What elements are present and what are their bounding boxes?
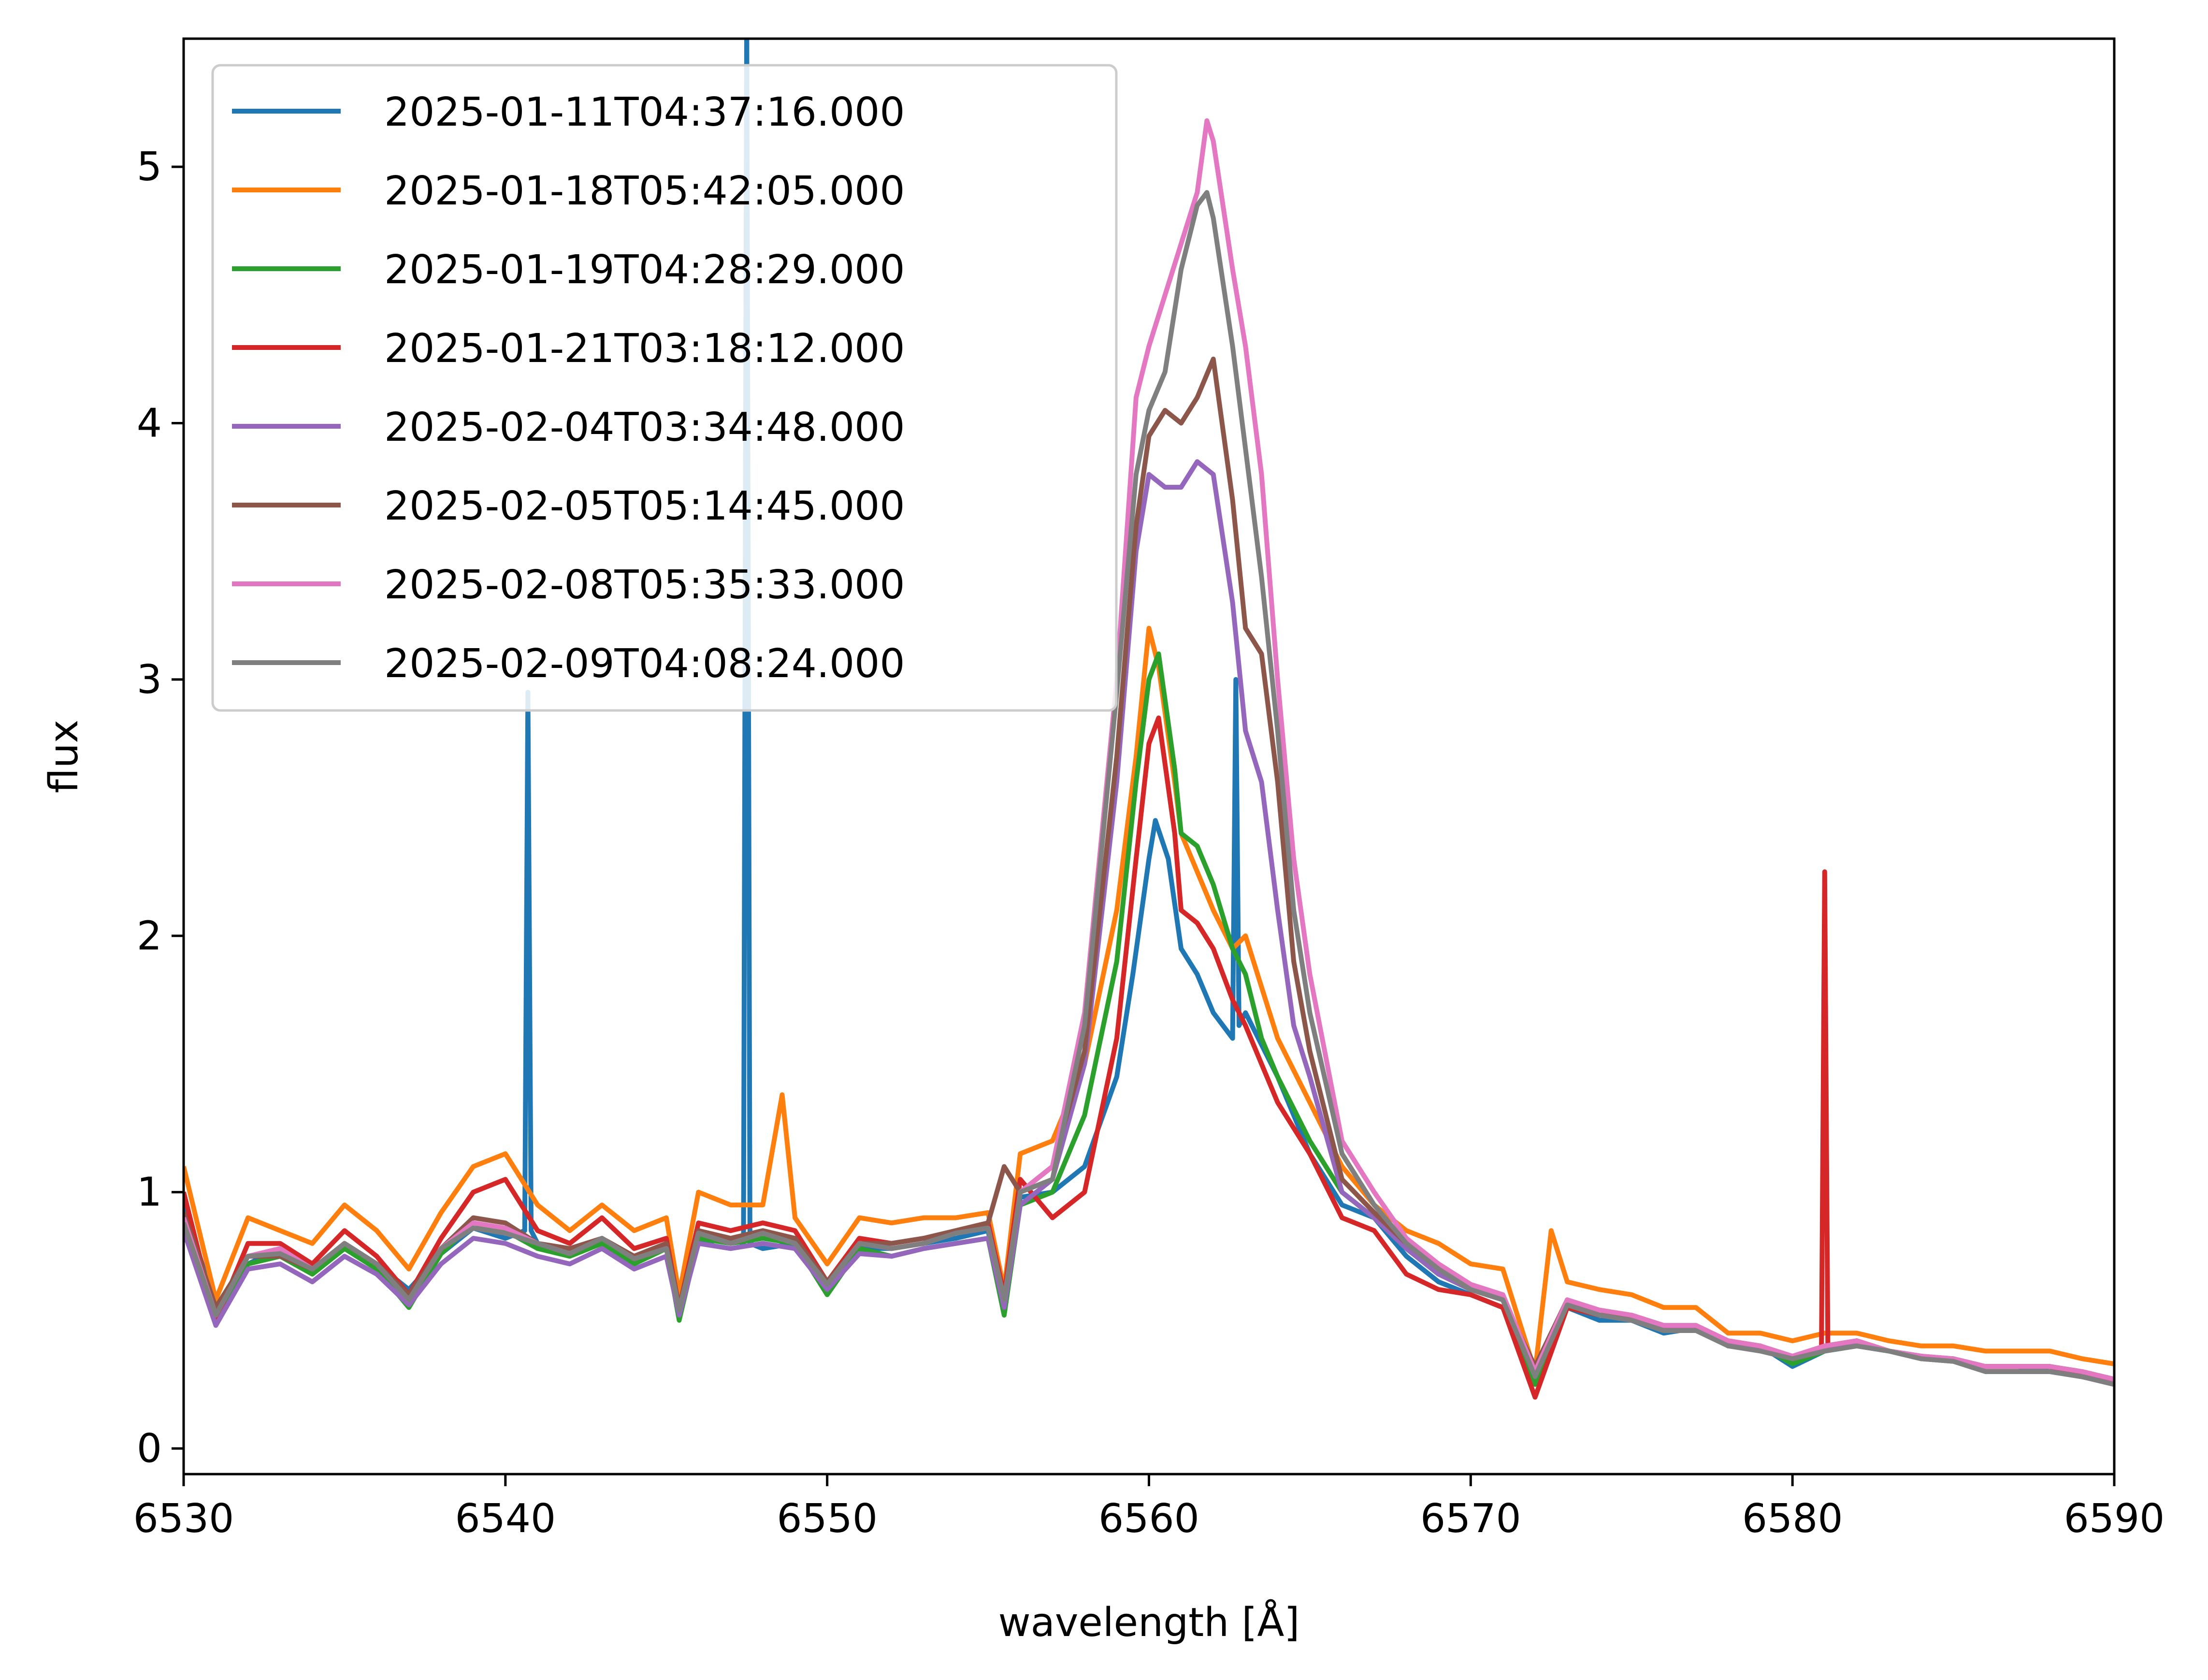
legend-item: 2025-01-18T05:42:05.000 xyxy=(232,168,905,214)
legend: 2025-01-11T04:37:16.000 2025-01-18T05:42:… xyxy=(211,64,1118,712)
x-tick-label: 6570 xyxy=(1420,1496,1521,1542)
y-tick-label: 3 xyxy=(137,657,162,703)
legend-item: 2025-02-04T03:34:48.000 xyxy=(232,405,905,450)
y-tick-label: 2 xyxy=(137,913,162,959)
x-tick-label: 6580 xyxy=(1742,1496,1843,1542)
legend-label: 2025-01-11T04:37:16.000 xyxy=(384,89,905,135)
y-tick-label: 4 xyxy=(137,401,162,447)
legend-label: 2025-01-21T03:18:12.000 xyxy=(384,326,905,372)
y-tick-label: 1 xyxy=(137,1170,162,1216)
legend-label: 2025-01-19T04:28:29.000 xyxy=(384,247,905,293)
series-layer xyxy=(184,39,2114,1400)
legend-item: 2025-01-21T03:18:12.000 xyxy=(232,326,905,372)
x-tick-label: 6540 xyxy=(455,1496,556,1542)
legend-label: 2025-02-05T05:14:45.000 xyxy=(384,483,905,529)
x-tick-label: 6560 xyxy=(1098,1496,1199,1542)
y-tick-label: 5 xyxy=(137,144,162,190)
y-tick-label: 0 xyxy=(137,1426,162,1472)
y-axis-label: flux xyxy=(41,720,87,793)
legend-label: 2025-02-09T04:08:24.000 xyxy=(384,641,905,687)
legend-label: 2025-02-08T05:35:33.000 xyxy=(384,562,905,608)
series-line-8 xyxy=(184,190,2114,1387)
x-tick-label: 6530 xyxy=(133,1496,234,1542)
x-tick-label: 6550 xyxy=(777,1496,878,1542)
x-axis-label: wavelength [Å] xyxy=(998,1599,1300,1646)
legend-item: 2025-02-09T04:08:24.000 xyxy=(232,641,905,687)
legend-label: 2025-01-18T05:42:05.000 xyxy=(384,168,905,214)
legend-item: 2025-02-05T05:14:45.000 xyxy=(232,483,905,529)
legend-label: 2025-02-04T03:34:48.000 xyxy=(384,405,905,450)
x-tick-label: 6590 xyxy=(2064,1496,2165,1542)
legend-item: 2025-01-19T04:28:29.000 xyxy=(232,247,905,293)
y-axis: 0 1 2 3 4 5 xyxy=(137,144,184,1472)
x-axis: 6530 6540 6550 6560 6570 6580 6590 xyxy=(133,1474,2165,1542)
legend-item: 2025-01-11T04:37:16.000 xyxy=(232,89,905,135)
legend-item: 2025-02-08T05:35:33.000 xyxy=(232,562,905,608)
legend-box xyxy=(211,64,1118,712)
